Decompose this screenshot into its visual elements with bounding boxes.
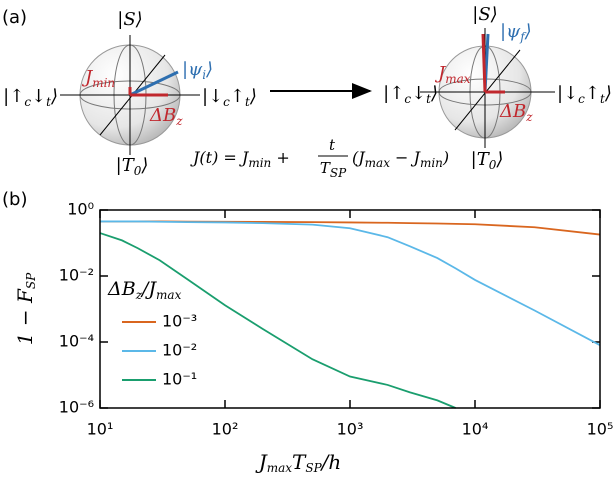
plot: 10¹ 10² 10³ 10⁴ 10⁵ 10⁰ 10⁻² 10⁻⁴ 10⁻⁶ 10⁻³ 10⁻² 10… — [59, 200, 614, 439]
equation-part: TSP — [320, 159, 347, 180]
x-tick-label: 10² — [212, 420, 239, 439]
equation: J(t) = Jmin + t TSP (Jmax − Jmin) — [190, 136, 449, 180]
x-tick-label: 10⁴ — [462, 420, 489, 439]
bloch-sphere — [420, 28, 555, 148]
field-label: ΔBz — [499, 101, 533, 124]
equation-part: (Jmax − Jmin) — [352, 148, 449, 170]
legend-label: 10⁻² — [162, 341, 197, 360]
x-tick-label: 10³ — [337, 420, 364, 439]
equation-part: t — [329, 136, 336, 154]
state-label: |↓c↑t⟩ — [202, 86, 257, 109]
state-label: |T0⟩ — [116, 155, 149, 178]
y-tick-label: 10⁻² — [59, 266, 94, 285]
field-label: ΔBz — [149, 105, 183, 128]
state-label: |S⟩ — [117, 9, 142, 30]
plot-frame — [99, 209, 601, 409]
bloch-sphere — [60, 35, 200, 155]
x-tick-label: 10⁵ — [587, 420, 614, 439]
y-tick-label: 10⁻⁶ — [59, 398, 94, 417]
x-axis-label: JmaxTSP/h — [255, 450, 342, 475]
state-label: |S⟩ — [472, 4, 497, 25]
state-label: |↑c↓t⟩ — [383, 83, 438, 106]
y-tick-label: 10⁰ — [67, 200, 94, 219]
coupling-label: Jmax — [434, 63, 471, 86]
series-line — [99, 232, 456, 409]
state-label: |↓c↑t⟩ — [557, 83, 612, 106]
state-label: |T0⟩ — [471, 149, 504, 172]
legend-label: 10⁻³ — [162, 312, 197, 331]
equation-part: J(t) = Jmin + — [190, 148, 290, 170]
x-tick-label: 10¹ — [87, 420, 114, 439]
panel-label: (b) — [2, 189, 27, 210]
panel-label: (a) — [2, 7, 27, 28]
legend-title: ΔBz/Jmax — [107, 278, 182, 302]
coupling-label: Jmin — [81, 67, 115, 90]
series-line — [100, 220, 601, 346]
state-label: |↑c↓t⟩ — [3, 86, 58, 109]
legend-label: 10⁻¹ — [162, 370, 197, 389]
state-vector-label: |ψf⟩ — [500, 21, 532, 44]
state-vector-label: |ψi⟩ — [182, 59, 213, 82]
y-tick-label: 10⁻⁴ — [59, 332, 94, 351]
y-axis-label: 1 − FSP — [13, 272, 38, 345]
